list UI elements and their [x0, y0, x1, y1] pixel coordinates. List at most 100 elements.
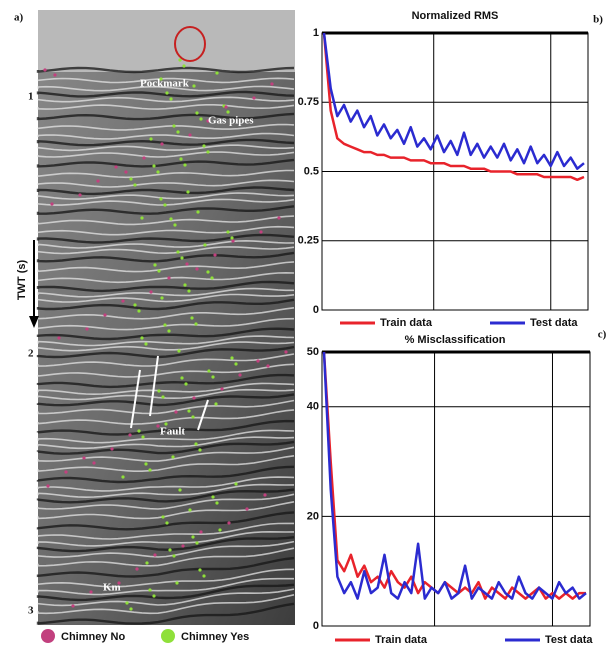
- chimney-yes-point: [168, 548, 172, 552]
- reflector: [36, 280, 295, 293]
- chimney-yes-point: [140, 216, 144, 220]
- y-tick-label: 1: [313, 27, 319, 39]
- reflector: [37, 287, 294, 298]
- reflector: [37, 429, 295, 444]
- chimney-yes-point: [141, 435, 145, 439]
- chimney-yes-point: [153, 263, 157, 267]
- chimney-no-point: [252, 96, 256, 100]
- data-line: [322, 32, 585, 170]
- chimney-yes-point: [164, 422, 168, 426]
- chimney-yes-point: [202, 574, 206, 578]
- chimney-yes-point: [160, 296, 164, 300]
- chimney-yes-point: [230, 356, 234, 360]
- chimney-no-point: [135, 567, 139, 571]
- reflector: [37, 353, 295, 367]
- y-tick-label: 0.5: [304, 165, 319, 177]
- reflector: [37, 335, 295, 347]
- reflector: [37, 363, 295, 378]
- chimney-yes-point: [206, 150, 210, 154]
- reflector: [37, 522, 294, 540]
- annotation: Gas pipes: [208, 115, 254, 127]
- reflector: [37, 132, 295, 140]
- chimney-yes-point: [187, 409, 191, 413]
- reflector: [36, 298, 295, 311]
- chimney-no-point: [188, 133, 192, 137]
- chimney-yes-point: [186, 190, 190, 194]
- chimney-yes-point: [226, 230, 230, 234]
- chimney-no-point: [181, 544, 185, 548]
- chimney-yes-point: [149, 137, 153, 141]
- legend-label: Test data: [545, 634, 593, 646]
- reflector: [37, 317, 295, 331]
- chimney-no-point: [53, 73, 57, 77]
- chimney-yes-point: [165, 521, 169, 525]
- chimney-yes-point: [234, 482, 238, 486]
- chimney-no-point: [110, 447, 114, 451]
- chimney-no-point: [92, 461, 96, 465]
- reflector: [37, 307, 295, 320]
- chimney-yes-point: [203, 243, 207, 247]
- chimney-yes-point: [176, 250, 180, 254]
- legend-label: Chimney Yes: [181, 631, 249, 643]
- chimney-yes-point: [159, 197, 163, 201]
- chimney-yes-point: [194, 322, 198, 326]
- chimney-yes-point: [195, 541, 199, 545]
- chimney-no-point: [50, 202, 54, 206]
- chimney-no-point: [227, 521, 231, 525]
- chimney-no-point: [64, 470, 68, 474]
- reflector: [36, 536, 295, 553]
- reflector: [36, 419, 295, 436]
- chimney-yes-point: [129, 177, 133, 181]
- chimney-yes-point: [171, 455, 175, 459]
- chimney-no-point: [78, 193, 82, 197]
- chimney-yes-point: [137, 429, 141, 433]
- reflector: [37, 436, 295, 450]
- axis-arrow-head: [29, 316, 39, 328]
- chimney-yes-point: [161, 395, 165, 399]
- reflector: [37, 225, 295, 236]
- reflector: [37, 198, 295, 206]
- chimney-yes-point: [163, 203, 167, 207]
- reflector: [37, 577, 294, 596]
- reflector: [37, 123, 295, 131]
- annotation: Km: [103, 582, 121, 594]
- reflector: [36, 440, 295, 455]
- chimney-yes-point: [137, 309, 141, 313]
- fault-line: [130, 369, 141, 429]
- reflector: [37, 547, 295, 567]
- y-tick-label: 3: [28, 605, 34, 617]
- chimney-yes-point: [161, 515, 165, 519]
- chimney-yes-point: [215, 501, 219, 505]
- chimney-no-point: [124, 170, 128, 174]
- reflector: [36, 158, 295, 168]
- panel-label: a): [14, 12, 24, 24]
- data-line: [322, 351, 586, 600]
- reflector: [37, 382, 295, 396]
- reflector: [37, 271, 295, 284]
- reflector: [36, 112, 295, 121]
- chimney-no-point: [224, 105, 228, 109]
- chimney-yes-point: [157, 269, 161, 273]
- y-tick-label: 20: [307, 510, 319, 522]
- reflector: [37, 446, 295, 462]
- chimney-no-point: [46, 484, 50, 488]
- chimney-no-point: [156, 424, 160, 428]
- chimney-no-point: [160, 142, 164, 146]
- chimney-no-point: [263, 493, 267, 497]
- reflector: [37, 144, 295, 152]
- reflector: [36, 511, 295, 531]
- chimney-yes-point: [195, 111, 199, 115]
- chimney-no-point: [142, 156, 146, 160]
- legend-label: Train data: [380, 317, 433, 329]
- chimney-yes-point: [226, 110, 230, 114]
- reflector: [36, 233, 295, 244]
- reflector: [37, 246, 295, 255]
- chimney-no-point: [238, 373, 242, 377]
- fault-line: [149, 355, 159, 417]
- chimney-yes-point: [140, 336, 144, 340]
- chimney-no-point: [153, 553, 157, 557]
- chimney-yes-point: [211, 495, 215, 499]
- chimney-no-point: [256, 359, 260, 363]
- chimney-no-point: [284, 350, 288, 354]
- legend-label: Chimney No: [61, 631, 125, 643]
